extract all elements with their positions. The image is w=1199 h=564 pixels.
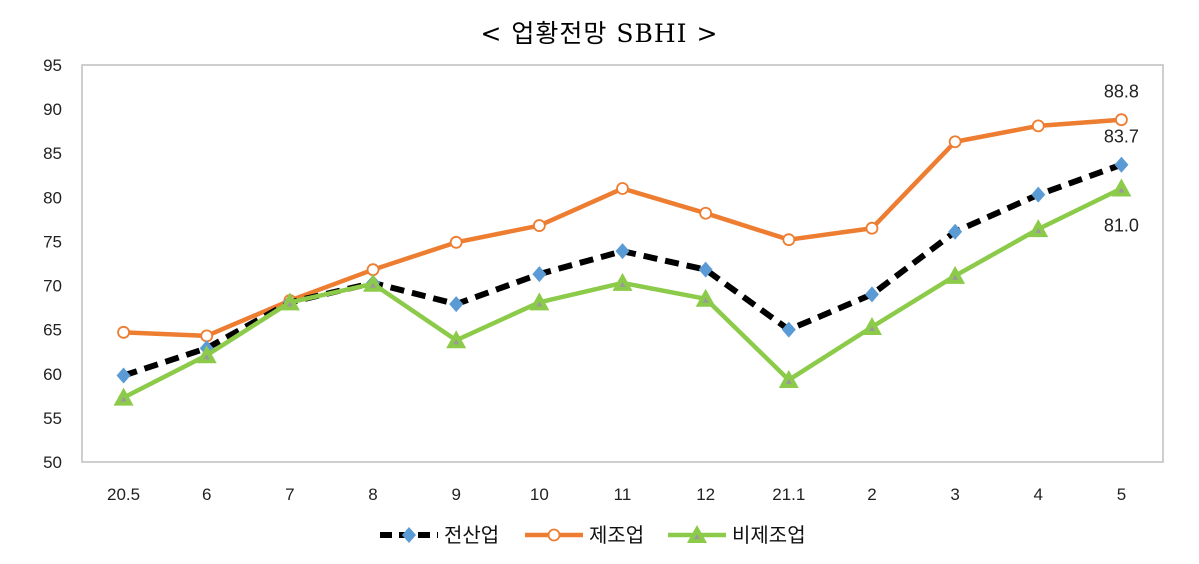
triangle-marker-center	[785, 378, 792, 384]
triangle-marker-center	[702, 297, 709, 303]
data-point	[532, 219, 546, 232]
x-tick-label: 6	[202, 485, 211, 504]
x-tick-label: 10	[530, 485, 549, 504]
y-tick-label: 95	[43, 56, 62, 75]
y-tick-label: 90	[43, 100, 62, 119]
y-tick-label: 55	[43, 409, 62, 428]
data-point	[948, 223, 963, 240]
data-point	[1114, 156, 1129, 173]
legend-label: 비제조업	[732, 523, 806, 547]
legend-item: 제조업	[525, 523, 644, 547]
triangle-marker-center	[952, 274, 959, 280]
plot-area	[81, 64, 1164, 463]
triangle-marker-center	[120, 396, 127, 402]
triangle-marker-center	[1118, 187, 1125, 193]
triangle-marker-center	[1035, 228, 1042, 234]
legend-marker	[547, 528, 561, 542]
triangle-marker-center	[453, 339, 460, 345]
y-tick-label: 75	[43, 232, 62, 251]
data-point	[948, 135, 962, 149]
data-point	[699, 206, 713, 220]
data-point	[449, 296, 464, 313]
data-point	[366, 263, 380, 277]
data-point	[200, 329, 214, 343]
x-tick-label: 11	[614, 485, 632, 504]
y-tick-label: 65	[43, 321, 62, 340]
data-point	[615, 243, 630, 260]
data-point	[698, 261, 713, 278]
data-point	[781, 321, 796, 338]
triangle-marker-center	[536, 301, 543, 307]
x-tick-label: 3	[950, 485, 959, 504]
triangle-marker-center	[286, 301, 293, 307]
legend-label: 전산업	[444, 523, 499, 547]
triangle-marker-center	[619, 281, 626, 287]
y-tick-label: 80	[43, 188, 62, 207]
legend-marker	[402, 527, 416, 543]
data-point	[116, 367, 131, 384]
triangle-marker-center	[694, 534, 700, 539]
y-tick-label: 50	[43, 453, 62, 472]
data-point	[864, 286, 879, 303]
triangle-marker-center	[203, 354, 210, 360]
chart-title: < 업황전망 SBHI >	[480, 19, 719, 48]
x-tick-label: 21.1	[772, 485, 805, 504]
legend-label: 제조업	[589, 523, 644, 547]
legend-item: 전산업	[380, 523, 499, 547]
y-tick-label: 60	[43, 365, 62, 384]
x-tick-label: 8	[368, 485, 377, 504]
data-point	[616, 182, 629, 195]
legend-item: 비제조업	[668, 523, 806, 547]
data-point	[865, 221, 879, 235]
x-tick-label: 5	[1117, 485, 1126, 504]
data-label: 88.8	[1104, 82, 1139, 102]
triangle-marker-center	[370, 282, 377, 288]
x-tick-label: 20.5	[107, 485, 140, 504]
data-label: 81.0	[1104, 216, 1139, 236]
x-tick-label: 2	[867, 485, 876, 504]
data-point	[1115, 113, 1128, 127]
data-point	[1031, 119, 1045, 133]
data-point	[449, 235, 463, 249]
series-비제조업	[113, 178, 1132, 406]
data-point	[782, 233, 796, 247]
data-label: 83.7	[1104, 127, 1139, 147]
data-point	[532, 266, 547, 283]
x-tick-label: 12	[696, 485, 715, 504]
x-tick-label: 7	[285, 485, 294, 504]
triangle-marker-center	[868, 326, 875, 332]
data-point	[117, 325, 130, 339]
x-tick-label: 9	[451, 485, 460, 504]
y-tick-label: 85	[43, 144, 62, 163]
x-tick-label: 4	[1034, 485, 1043, 504]
y-tick-label: 70	[43, 277, 62, 296]
data-point	[1031, 186, 1046, 203]
